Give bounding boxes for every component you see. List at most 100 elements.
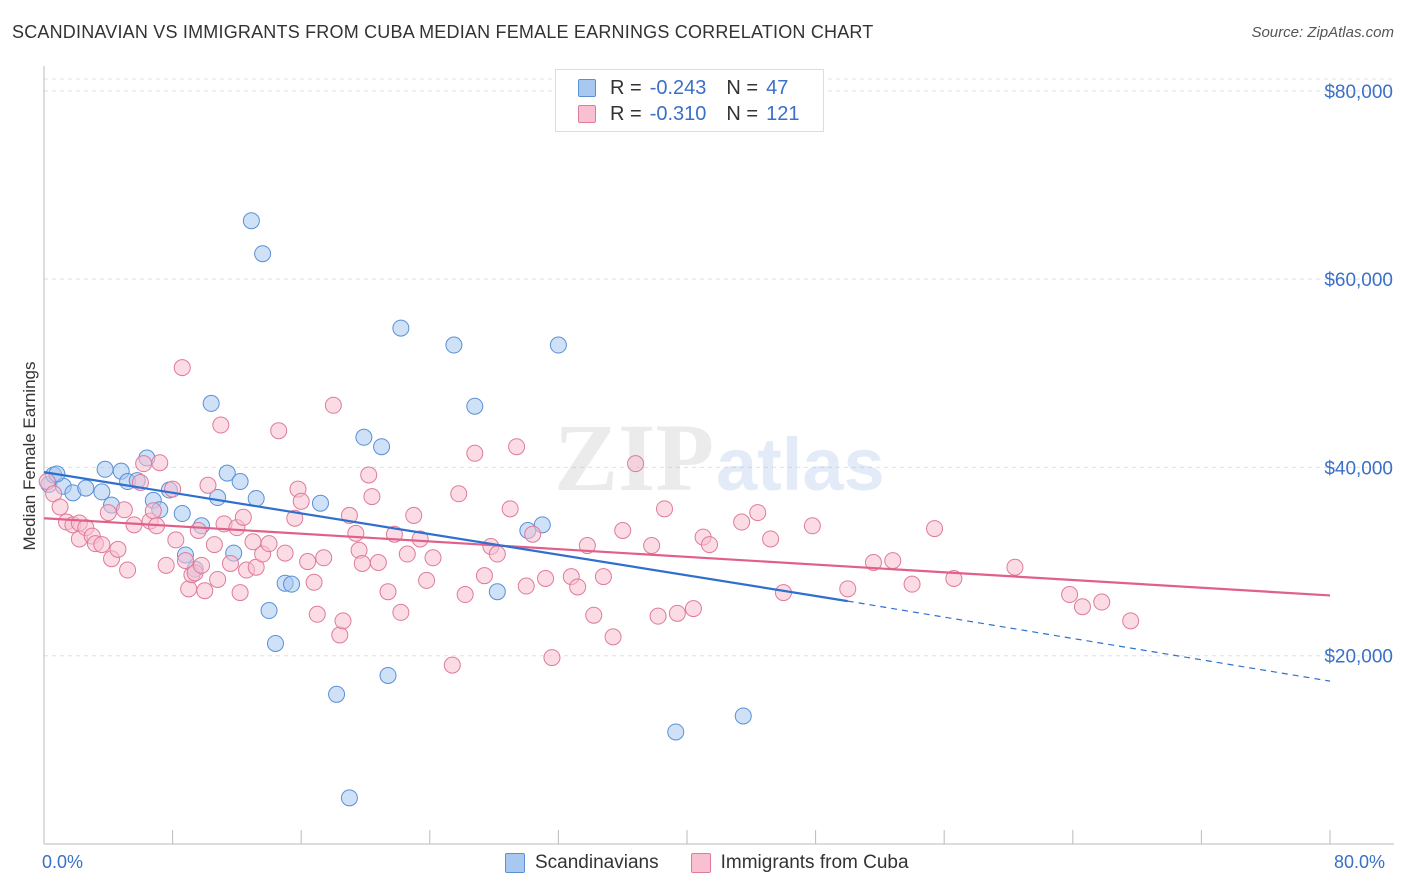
data-point bbox=[668, 604, 686, 622]
data-point bbox=[614, 521, 632, 539]
data-point bbox=[221, 554, 239, 572]
data-point bbox=[508, 438, 526, 456]
data-point bbox=[180, 580, 198, 598]
data-point bbox=[369, 554, 387, 572]
data-point bbox=[99, 504, 117, 522]
data-point bbox=[379, 666, 397, 684]
n-value: 121 bbox=[766, 102, 800, 125]
watermark-atlas: atlas bbox=[716, 423, 885, 506]
data-point bbox=[209, 570, 227, 588]
trend-line-scandinavians bbox=[43, 471, 848, 603]
data-point bbox=[218, 464, 236, 482]
data-point bbox=[945, 570, 963, 588]
data-point bbox=[749, 504, 767, 522]
data-point bbox=[549, 336, 567, 354]
data-point bbox=[299, 553, 317, 571]
data-point bbox=[1122, 612, 1140, 630]
trend-line-scandinavians-extension bbox=[847, 600, 1331, 682]
data-point bbox=[1073, 598, 1091, 616]
data-point bbox=[733, 513, 751, 531]
data-point bbox=[328, 685, 346, 703]
data-point bbox=[649, 607, 667, 625]
data-point bbox=[392, 603, 410, 621]
data-point bbox=[424, 549, 442, 567]
data-point bbox=[701, 536, 719, 554]
data-point bbox=[189, 521, 207, 539]
y-tick-label: $60,000 bbox=[1324, 270, 1393, 291]
data-point bbox=[176, 552, 194, 570]
watermark: ZIP atlas bbox=[554, 404, 885, 511]
n-value: 47 bbox=[766, 76, 789, 99]
data-point bbox=[903, 575, 921, 593]
data-point bbox=[93, 483, 111, 501]
data-point bbox=[363, 488, 381, 506]
data-point bbox=[517, 577, 535, 595]
y-tick-label: $20,000 bbox=[1324, 647, 1393, 668]
data-point bbox=[926, 520, 944, 538]
data-point bbox=[173, 505, 191, 523]
data-point bbox=[231, 473, 249, 491]
data-point bbox=[151, 454, 169, 472]
y-axis-label: Median Female Earnings bbox=[20, 361, 39, 551]
data-point bbox=[119, 561, 137, 579]
data-point bbox=[501, 500, 519, 518]
data-point bbox=[594, 568, 612, 586]
data-point bbox=[247, 489, 265, 507]
legend-item-scandinavians[interactable]: Scandinavians bbox=[505, 852, 659, 874]
n-label: N = bbox=[726, 76, 759, 99]
data-point bbox=[144, 502, 162, 520]
data-point bbox=[450, 485, 468, 503]
data-point bbox=[205, 536, 223, 554]
series-immigrants-from-cuba bbox=[38, 359, 1140, 674]
data-point bbox=[734, 707, 752, 725]
data-point bbox=[276, 544, 294, 562]
data-point bbox=[234, 508, 252, 526]
data-point bbox=[286, 509, 304, 527]
data-point bbox=[524, 525, 542, 543]
data-point bbox=[315, 549, 333, 567]
data-point bbox=[1061, 586, 1079, 604]
data-point bbox=[199, 476, 217, 494]
data-point bbox=[684, 600, 702, 618]
data-point bbox=[762, 530, 780, 548]
data-point bbox=[418, 571, 436, 589]
axes bbox=[43, 66, 1394, 845]
data-point bbox=[93, 536, 111, 554]
data-point bbox=[360, 466, 378, 484]
data-point bbox=[334, 612, 352, 630]
legend-row-scandinavians: R = -0.243 N = 47 bbox=[578, 76, 788, 100]
x-axis-max-label: 80.0% bbox=[1334, 852, 1386, 872]
data-point bbox=[392, 319, 410, 337]
data-point bbox=[355, 428, 373, 446]
data-point bbox=[398, 545, 416, 563]
y-tick-label: $80,000 bbox=[1324, 82, 1393, 103]
legend-label: Scandinavians bbox=[535, 852, 659, 873]
data-point bbox=[379, 583, 397, 601]
data-point bbox=[1093, 593, 1111, 611]
data-point bbox=[655, 500, 673, 518]
data-point bbox=[411, 530, 429, 548]
legend-label: Immigrants from Cuba bbox=[720, 852, 909, 873]
data-point bbox=[1006, 558, 1024, 576]
data-point bbox=[167, 531, 185, 549]
data-point bbox=[864, 554, 882, 572]
data-point bbox=[283, 575, 301, 593]
data-point bbox=[443, 656, 461, 674]
x-axis-min-label: 0.0% bbox=[42, 852, 84, 872]
legend-swatch-blue bbox=[505, 853, 525, 873]
data-point bbox=[466, 397, 484, 415]
y-tick-label: $40,000 bbox=[1324, 458, 1393, 479]
data-point bbox=[311, 494, 329, 512]
r-value: -0.310 bbox=[649, 102, 707, 125]
data-point bbox=[405, 506, 423, 524]
data-point bbox=[193, 556, 211, 574]
data-point bbox=[109, 540, 127, 558]
legend-swatch-pink bbox=[690, 853, 711, 873]
r-value: -0.243 bbox=[649, 76, 707, 99]
data-point bbox=[373, 438, 391, 456]
data-point bbox=[266, 634, 284, 652]
data-point bbox=[347, 524, 365, 542]
legend-item-immigrants-from-cuba[interactable]: Immigrants from Cuba bbox=[690, 852, 909, 874]
data-point bbox=[839, 580, 857, 598]
data-point bbox=[543, 649, 561, 667]
